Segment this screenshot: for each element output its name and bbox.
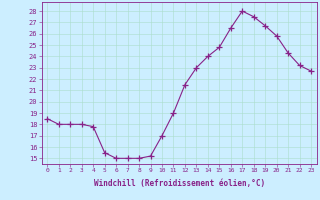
X-axis label: Windchill (Refroidissement éolien,°C): Windchill (Refroidissement éolien,°C) — [94, 179, 265, 188]
